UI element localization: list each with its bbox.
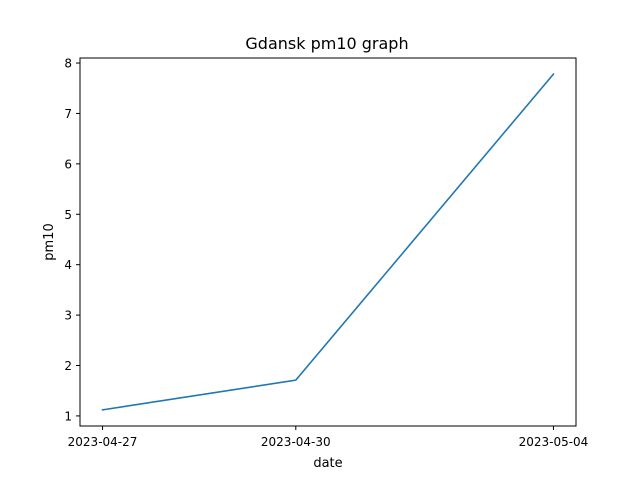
y-tick-label: 5 [64, 208, 72, 222]
x-tick-label: 2023-04-27 [68, 435, 138, 449]
y-tick-label: 4 [64, 258, 72, 272]
y-axis-label: pm10 [42, 223, 57, 260]
x-axis-ticks: 2023-04-27 2023-04-30 2023-05-04 [68, 426, 589, 449]
series-layer [101, 73, 555, 411]
plot-area-frame [79, 57, 577, 427]
y-tick-label: 1 [64, 409, 72, 423]
y-tick-label: 7 [64, 107, 72, 121]
y-axis-ticks: 1 2 3 4 5 6 7 8 [64, 57, 80, 423]
y-tick-label: 2 [64, 359, 72, 373]
y-tick-label: 3 [64, 309, 72, 323]
x-axis-label: date [313, 456, 342, 471]
y-tick-label: 6 [64, 157, 72, 171]
chart-title: Gdansk pm10 graph [245, 34, 408, 53]
x-tick-label: 2023-04-30 [261, 435, 331, 449]
series-line-pm10 [101, 73, 555, 411]
x-tick-label: 2023-05-04 [519, 435, 589, 449]
y-tick-label: 8 [64, 57, 72, 71]
